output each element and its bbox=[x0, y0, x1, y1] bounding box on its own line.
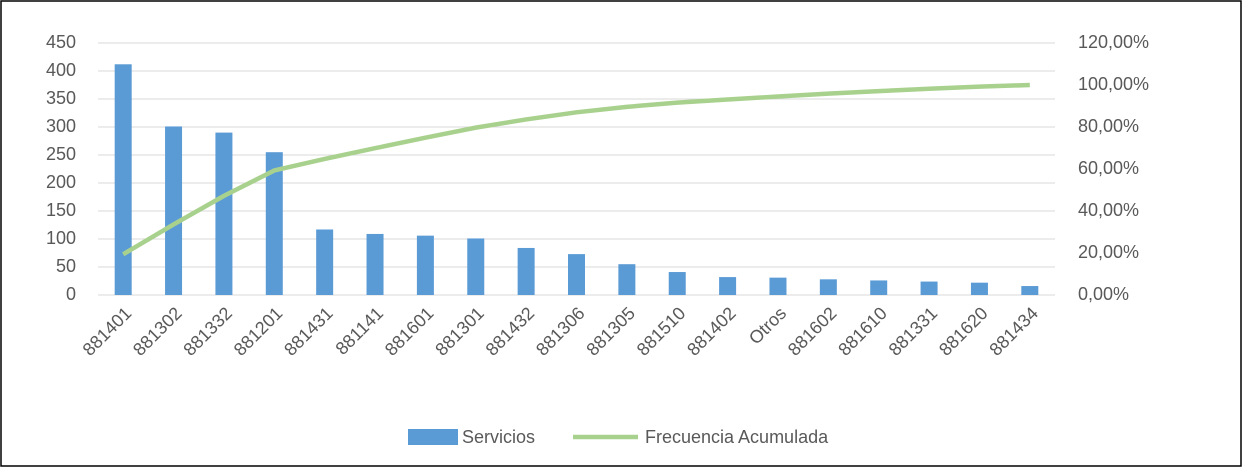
bar bbox=[819, 279, 837, 295]
y-tick-label: 450 bbox=[46, 32, 76, 52]
bar bbox=[618, 264, 636, 295]
y2-tick-label: 80,00% bbox=[1078, 116, 1139, 136]
y-tick-label: 350 bbox=[46, 88, 76, 108]
y-tick-label: 150 bbox=[46, 200, 76, 220]
legend-label: Servicios bbox=[462, 427, 535, 447]
y2-tick-label: 20,00% bbox=[1078, 242, 1139, 262]
bar bbox=[1021, 286, 1039, 295]
bar bbox=[517, 247, 535, 295]
y2-tick-label: 100,00% bbox=[1078, 74, 1149, 94]
bar bbox=[165, 126, 183, 295]
y2-tick-label: 60,00% bbox=[1078, 158, 1139, 178]
bar bbox=[920, 281, 938, 295]
bar bbox=[416, 235, 434, 295]
bar bbox=[215, 132, 233, 295]
y2-tick-label: 120,00% bbox=[1078, 32, 1149, 52]
y-tick-label: 200 bbox=[46, 172, 76, 192]
y-tick-label: 0 bbox=[66, 284, 76, 304]
y-tick-label: 100 bbox=[46, 228, 76, 248]
y2-tick-label: 0,00% bbox=[1078, 284, 1129, 304]
bar bbox=[316, 229, 334, 295]
bar bbox=[467, 238, 485, 295]
y-tick-label: 50 bbox=[56, 256, 76, 276]
bar bbox=[114, 64, 132, 295]
y-tick-label: 400 bbox=[46, 60, 76, 80]
legend-swatch bbox=[408, 429, 458, 445]
bar bbox=[970, 282, 988, 295]
bar bbox=[719, 277, 737, 295]
y-tick-label: 250 bbox=[46, 144, 76, 164]
y-tick-label: 300 bbox=[46, 116, 76, 136]
line bbox=[122, 82, 1030, 257]
bar bbox=[568, 254, 585, 295]
bar bbox=[366, 233, 384, 295]
bar bbox=[265, 152, 283, 295]
bar bbox=[668, 272, 686, 295]
legend-label: Frecuencia Acumulada bbox=[645, 427, 829, 447]
y2-tick-label: 40,00% bbox=[1078, 200, 1139, 220]
bar bbox=[870, 280, 888, 295]
bar bbox=[769, 277, 787, 295]
